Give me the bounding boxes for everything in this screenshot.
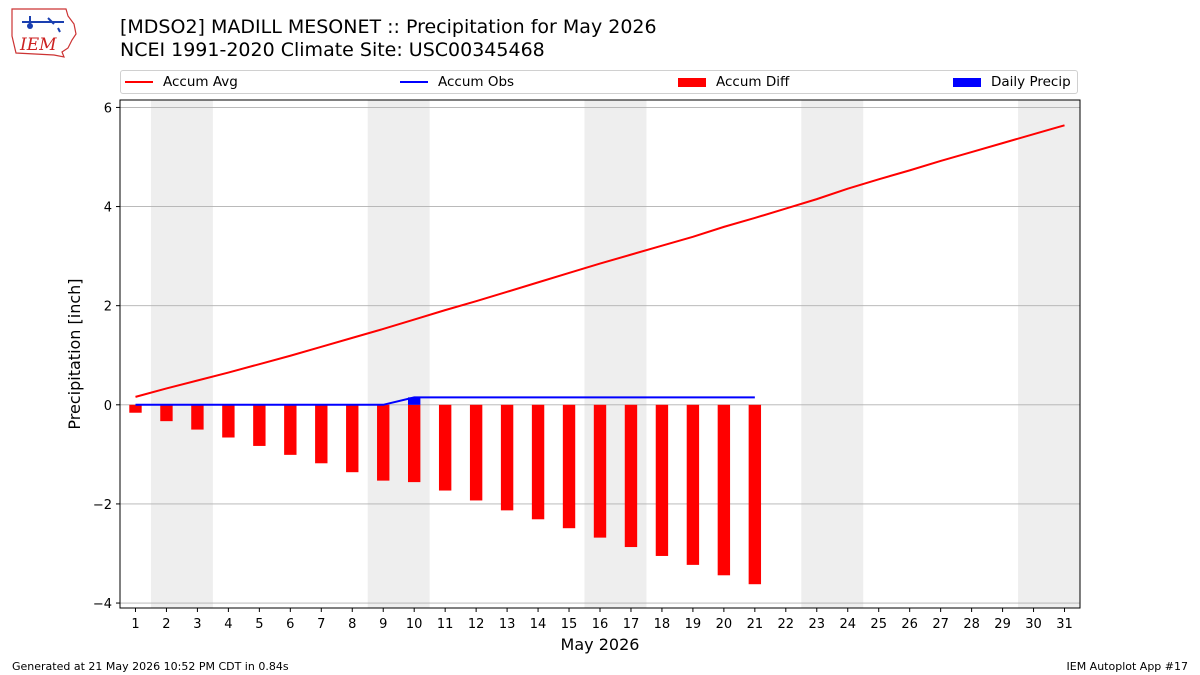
x-axis-label: May 2026 — [561, 635, 640, 654]
x-tick-label: 8 — [348, 617, 356, 632]
x-tick-label: 29 — [994, 617, 1011, 632]
x-tick-label: 16 — [592, 617, 609, 632]
accum-diff-bar — [469, 404, 483, 501]
accum-obs-line — [135, 396, 755, 406]
footer-app: IEM Autoplot App #17 — [1066, 660, 1189, 673]
daily-precip-bar — [408, 397, 421, 405]
accum-diff-bar — [284, 404, 297, 455]
chart-title: [MDSO2] MADILL MESONET :: Precipitation … — [120, 16, 657, 38]
weekend-band — [801, 100, 864, 608]
legend-item-daily-precip: Daily Precip — [953, 74, 1071, 90]
x-tick-label: 3 — [193, 617, 201, 632]
x-tick-label: 13 — [499, 617, 516, 632]
chart-legend: Accum Avg Accum Obs Accum Diff Daily Pre… — [120, 70, 1078, 94]
weekend-band — [367, 100, 430, 608]
legend-label-daily-precip: Daily Precip — [991, 74, 1071, 90]
accum-diff-bar — [717, 404, 731, 576]
legend-item-accum-avg: Accum Avg — [125, 74, 238, 90]
accum-diff-bar — [253, 404, 266, 446]
legend-item-accum-obs: Accum Obs — [400, 74, 514, 90]
legend-label-accum-avg: Accum Avg — [163, 74, 238, 90]
accum-diff-bar — [686, 404, 700, 565]
weekend-band — [150, 100, 213, 608]
accum-diff-bar — [655, 404, 669, 556]
x-tick-label: 22 — [778, 617, 795, 632]
logo-text: IEM — [19, 35, 57, 55]
x-tick-label: 15 — [561, 617, 578, 632]
accum-diff-bar — [160, 404, 173, 422]
x-tick-label: 23 — [809, 617, 826, 632]
x-tick-label: 27 — [932, 617, 949, 632]
accum-diff-bar — [222, 404, 235, 438]
x-tick-label: 19 — [685, 617, 702, 632]
accum-diff-bar — [438, 404, 452, 491]
x-tick-label: 21 — [747, 617, 764, 632]
x-tick-label: 2 — [162, 617, 170, 632]
x-tick-label: 26 — [901, 617, 918, 632]
y-tick-label: 2 — [104, 300, 112, 315]
x-tick-label: 20 — [716, 617, 733, 632]
y-tick-label: 6 — [104, 101, 112, 116]
accum-diff-bar — [346, 404, 359, 473]
legend-label-accum-obs: Accum Obs — [438, 74, 515, 90]
y-tick-label: 0 — [104, 399, 112, 414]
x-tick-label: 5 — [255, 617, 263, 632]
x-tick-label: 4 — [224, 617, 232, 632]
weekend-bands — [150, 100, 1080, 608]
accum-diff-bar — [315, 404, 328, 464]
x-tick-label: 10 — [406, 617, 423, 632]
legend-swatch-accum-obs — [400, 81, 428, 83]
x-tick-label: 14 — [530, 617, 547, 632]
legend-swatch-accum-avg — [125, 81, 153, 83]
accum-diff-bar — [562, 404, 576, 529]
x-tick-label: 1 — [131, 617, 139, 632]
accum-diff-bar — [593, 404, 607, 538]
x-tick-label: 30 — [1025, 617, 1042, 632]
footer-generated: Generated at 21 May 2026 10:52 PM CDT in… — [12, 660, 289, 673]
y-tick-label: −4 — [93, 597, 112, 612]
series-lines — [135, 124, 1065, 406]
iem-logo: IEM — [11, 8, 77, 58]
x-tick-label: 18 — [654, 617, 671, 632]
x-tick-label: 24 — [839, 617, 856, 632]
x-tick-label: 25 — [870, 617, 887, 632]
x-tick-label: 9 — [379, 617, 387, 632]
accum-diff-bar — [191, 404, 204, 430]
accum-diff-bar — [377, 404, 390, 481]
diff-bars — [129, 404, 762, 585]
accum-avg-line — [135, 124, 1065, 398]
x-tick-label: 6 — [286, 617, 294, 632]
x-tick-label: 31 — [1056, 617, 1073, 632]
accum-diff-bar — [748, 404, 762, 585]
accum-diff-bar — [129, 404, 142, 413]
y-tick-label: 4 — [104, 201, 112, 216]
legend-item-accum-diff: Accum Diff — [678, 74, 789, 90]
accum-diff-bar — [500, 404, 514, 511]
legend-label-accum-diff: Accum Diff — [716, 74, 790, 90]
chart-subtitle: NCEI 1991-2020 Climate Site: USC00345468 — [120, 39, 545, 61]
x-tick-label: 28 — [963, 617, 980, 632]
legend-swatch-daily-precip — [953, 77, 981, 87]
daily-precip-bars — [408, 397, 421, 405]
accum-diff-bar — [408, 404, 421, 483]
x-tick-label: 11 — [437, 617, 454, 632]
legend-swatch-accum-diff — [678, 77, 706, 87]
accum-diff-bar — [531, 404, 545, 520]
y-tick-label: −2 — [93, 498, 112, 513]
x-tick-label: 7 — [317, 617, 325, 632]
weekend-band — [1018, 100, 1080, 608]
x-tick-label: 12 — [468, 617, 485, 632]
accum-diff-bar — [624, 404, 638, 548]
y-axis-label: Precipitation [inch] — [65, 278, 84, 429]
x-tick-label: 17 — [623, 617, 640, 632]
